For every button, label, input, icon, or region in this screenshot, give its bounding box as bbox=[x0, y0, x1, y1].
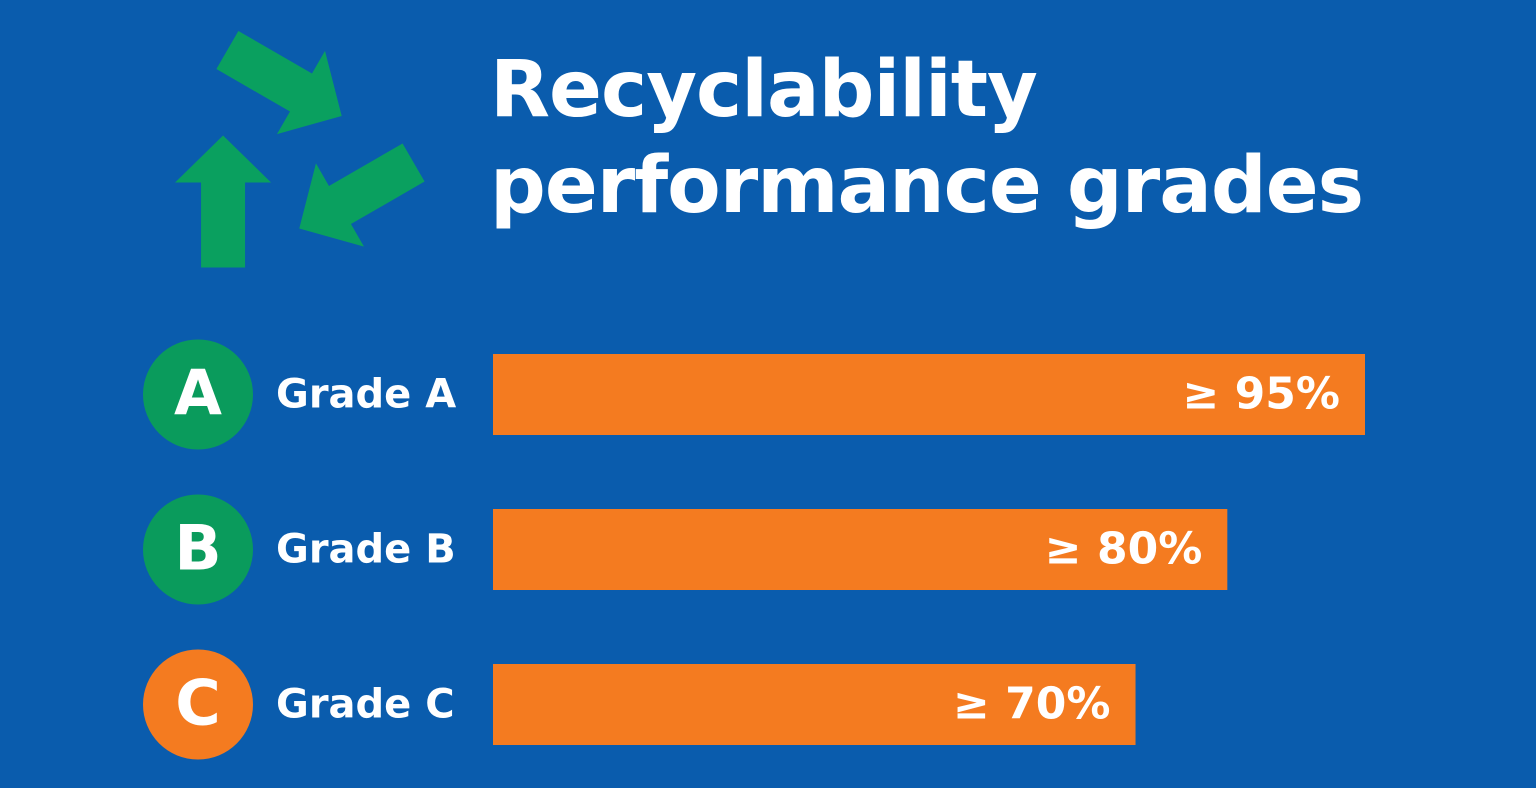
recycle-icon bbox=[175, 30, 425, 268]
grade-badge bbox=[143, 649, 253, 760]
category-label: Grade B bbox=[276, 527, 456, 573]
category-label: Grade C bbox=[276, 682, 455, 728]
bar bbox=[493, 354, 1365, 435]
bar bbox=[493, 509, 1228, 590]
grade-badge bbox=[143, 494, 253, 605]
value-label: ≥ 70% bbox=[953, 679, 1111, 730]
badge-letter: A bbox=[174, 357, 222, 430]
badge-letter: C bbox=[175, 667, 221, 740]
bar bbox=[493, 664, 1136, 745]
value-label: ≥ 80% bbox=[1045, 524, 1203, 575]
value-label: ≥ 95% bbox=[1182, 369, 1340, 420]
badge-letter: B bbox=[174, 512, 221, 585]
grade-badge bbox=[143, 339, 253, 450]
category-label: Grade A bbox=[276, 372, 456, 418]
chart-title: Recyclability performance grades bbox=[490, 45, 1364, 231]
